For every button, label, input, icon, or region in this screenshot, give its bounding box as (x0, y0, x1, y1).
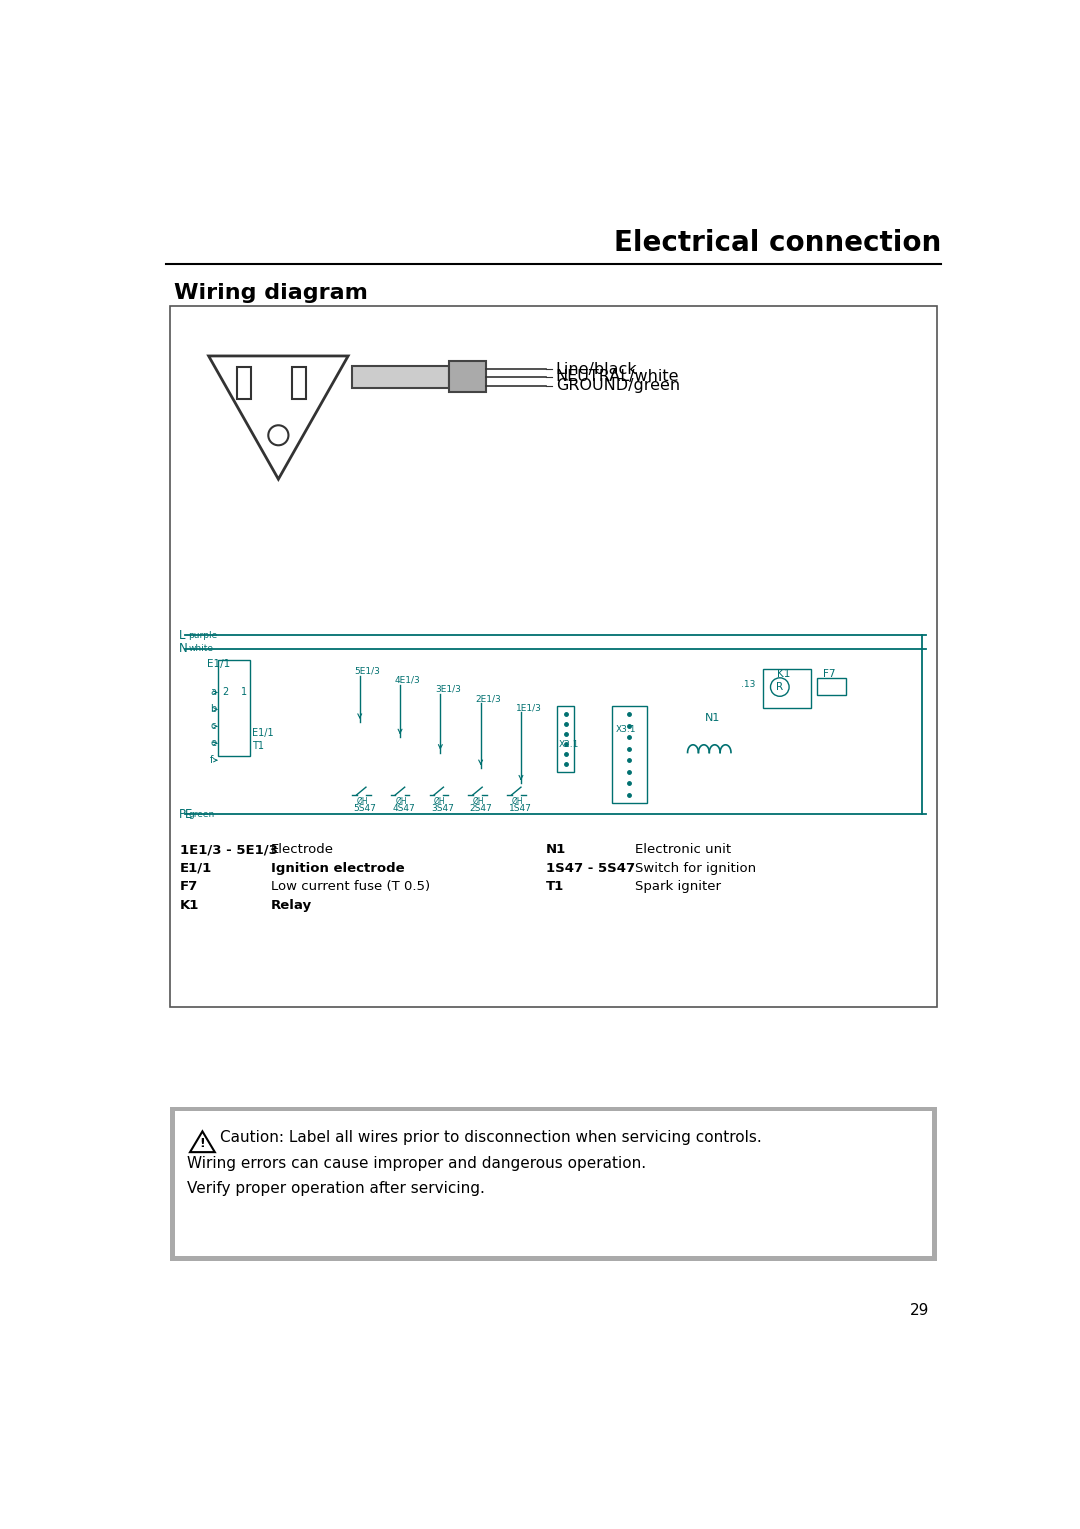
Text: 2: 2 (222, 688, 229, 697)
Polygon shape (190, 1131, 215, 1153)
FancyBboxPatch shape (238, 367, 252, 399)
Text: Electrode: Electrode (271, 844, 334, 856)
Text: E1/1: E1/1 (252, 728, 273, 739)
Text: F7: F7 (823, 670, 836, 679)
Text: .13: .13 (741, 680, 755, 690)
Text: F7: F7 (180, 881, 199, 893)
Text: Switch for ignition: Switch for ignition (635, 862, 756, 875)
Text: ØH: ØH (434, 797, 446, 806)
Text: K1: K1 (180, 899, 200, 911)
Text: f: f (211, 755, 214, 764)
Text: 29: 29 (910, 1303, 930, 1318)
Text: NEUTRAL/white: NEUTRAL/white (556, 368, 679, 384)
Bar (816, 677, 847, 694)
Text: green: green (189, 810, 215, 818)
Text: 5E1/3: 5E1/3 (354, 667, 380, 676)
Bar (557, 706, 575, 772)
Text: Spark igniter: Spark igniter (635, 881, 720, 893)
Text: !: ! (200, 1138, 205, 1150)
Text: Wiring errors can cause improper and dangerous operation.: Wiring errors can cause improper and dan… (187, 1156, 646, 1171)
Text: E1/1: E1/1 (180, 862, 212, 875)
Bar (611, 706, 647, 803)
Text: Electrical connection: Electrical connection (613, 229, 941, 257)
Text: PE: PE (179, 807, 193, 821)
Circle shape (770, 677, 789, 696)
FancyBboxPatch shape (449, 361, 486, 391)
Text: L: L (179, 628, 186, 642)
Text: X2.1: X2.1 (559, 740, 579, 749)
Bar (218, 661, 251, 757)
Text: 4S47: 4S47 (392, 804, 415, 813)
Text: Low current fuse (T 0.5): Low current fuse (T 0.5) (271, 881, 430, 893)
Text: T1: T1 (545, 881, 564, 893)
Text: N: N (179, 642, 188, 654)
Text: 3E1/3: 3E1/3 (435, 685, 461, 694)
Text: N1: N1 (704, 713, 720, 723)
Text: GROUND/green: GROUND/green (556, 379, 680, 393)
Text: 2E1/3: 2E1/3 (475, 694, 501, 703)
Text: 1S47: 1S47 (509, 804, 531, 813)
Text: 5S47: 5S47 (353, 804, 377, 813)
Text: ØH: ØH (473, 797, 485, 806)
Text: N1: N1 (545, 844, 566, 856)
Text: K1: K1 (777, 670, 791, 679)
FancyBboxPatch shape (292, 367, 306, 399)
Text: Verify proper operation after servicing.: Verify proper operation after servicing. (187, 1180, 485, 1196)
Text: X3.1: X3.1 (616, 725, 636, 734)
Text: c: c (211, 722, 216, 731)
Text: ØH: ØH (356, 797, 368, 806)
Text: Caution: Label all wires prior to disconnection when servicing controls.: Caution: Label all wires prior to discon… (220, 1130, 762, 1145)
Text: Relay: Relay (271, 899, 312, 911)
Text: E1/1: E1/1 (207, 659, 230, 670)
Text: white: white (189, 644, 214, 653)
Bar (762, 670, 811, 708)
Text: Wiring diagram: Wiring diagram (174, 283, 367, 303)
Text: R: R (777, 682, 783, 693)
FancyBboxPatch shape (175, 1112, 932, 1257)
Text: T1: T1 (252, 742, 264, 751)
Text: Electronic unit: Electronic unit (635, 844, 731, 856)
Text: purple: purple (189, 631, 218, 641)
Text: b: b (211, 705, 216, 714)
Text: 1E1/3 - 5E1/3: 1E1/3 - 5E1/3 (180, 844, 278, 856)
Text: 1S47 - 5S47: 1S47 - 5S47 (545, 862, 635, 875)
Circle shape (268, 425, 288, 445)
Text: 4E1/3: 4E1/3 (394, 676, 420, 685)
FancyBboxPatch shape (170, 1107, 937, 1261)
Text: Line/black: Line/black (556, 361, 637, 376)
Text: 1: 1 (241, 688, 247, 697)
Text: ØH: ØH (395, 797, 407, 806)
Text: a: a (211, 688, 216, 697)
FancyBboxPatch shape (170, 306, 937, 1006)
Polygon shape (208, 356, 348, 479)
Text: 3S47: 3S47 (431, 804, 454, 813)
Text: Ignition electrode: Ignition electrode (271, 862, 404, 875)
Text: ØH: ØH (512, 797, 524, 806)
Text: 1E1/3: 1E1/3 (515, 703, 541, 713)
Text: e: e (211, 739, 216, 748)
Text: 2S47: 2S47 (470, 804, 492, 813)
FancyBboxPatch shape (352, 365, 449, 387)
